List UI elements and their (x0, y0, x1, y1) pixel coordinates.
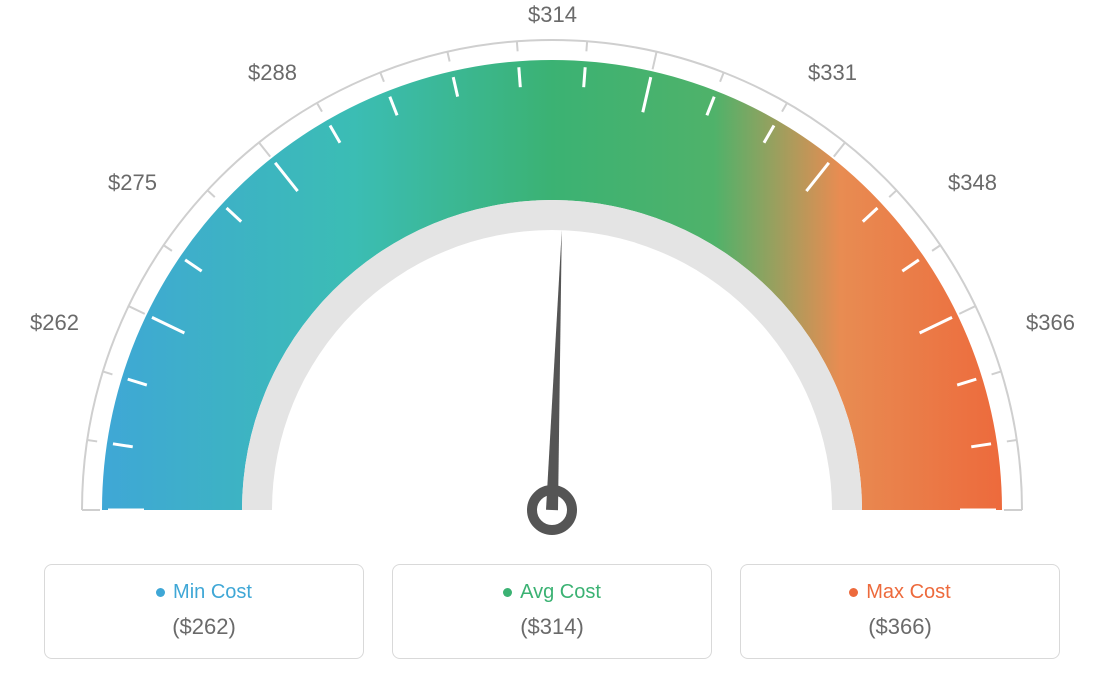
gauge-tick-label: $288 (248, 60, 297, 86)
gauge-tick-label: $314 (528, 2, 577, 28)
dot-icon (156, 588, 165, 597)
legend-title-text: Max Cost (866, 581, 950, 604)
legend-card-min: Min Cost ($262) (44, 564, 364, 659)
legend-title-avg: Avg Cost (503, 581, 601, 604)
gauge-tick-label: $366 (1026, 310, 1075, 336)
legend-card-max: Max Cost ($366) (740, 564, 1060, 659)
dot-icon (503, 588, 512, 597)
legend-card-avg: Avg Cost ($314) (392, 564, 712, 659)
legend-value-avg: ($314) (393, 614, 711, 640)
legend-title-text: Avg Cost (520, 581, 601, 604)
gauge-tick-label: $275 (108, 170, 157, 196)
dot-icon (849, 588, 858, 597)
legend-title-text: Min Cost (173, 581, 252, 604)
gauge-tick-label: $262 (30, 310, 79, 336)
legend-value-max: ($366) (741, 614, 1059, 640)
gauge-tick-label: $331 (808, 60, 857, 86)
legend-row: Min Cost ($262) Avg Cost ($314) Max Cost… (0, 564, 1104, 659)
gauge-tick-label: $348 (948, 170, 997, 196)
legend-value-min: ($262) (45, 614, 363, 640)
legend-title-min: Min Cost (156, 581, 252, 604)
gauge-chart: $262 $275 $288 $314 $331 $348 $366 (0, 0, 1104, 560)
legend-title-max: Max Cost (849, 581, 950, 604)
gauge-svg (0, 0, 1104, 560)
